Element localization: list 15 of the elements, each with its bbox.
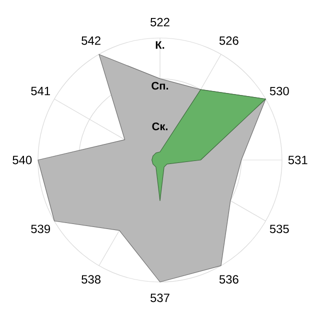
spoke-label: 530 [270, 86, 289, 96]
spoke-label: 538 [82, 275, 101, 284]
spoke-label: 531 [288, 156, 308, 164]
spoke-label: 536 [219, 275, 238, 284]
y-tick-label: К. [156, 41, 164, 49]
spoke-label: 542 [82, 36, 100, 45]
spoke-label: 526 [219, 36, 238, 45]
y-tick-label: Сп. [152, 82, 168, 90]
spoke-label: 537 [150, 294, 170, 302]
spoke-label: 541 [31, 86, 50, 96]
y-tick-label: Ск. [152, 122, 168, 130]
spoke-label: 540 [12, 156, 32, 164]
spoke-label: 539 [31, 224, 50, 234]
spoke-label: 535 [270, 224, 289, 234]
spoke-label: 522 [150, 18, 170, 26]
